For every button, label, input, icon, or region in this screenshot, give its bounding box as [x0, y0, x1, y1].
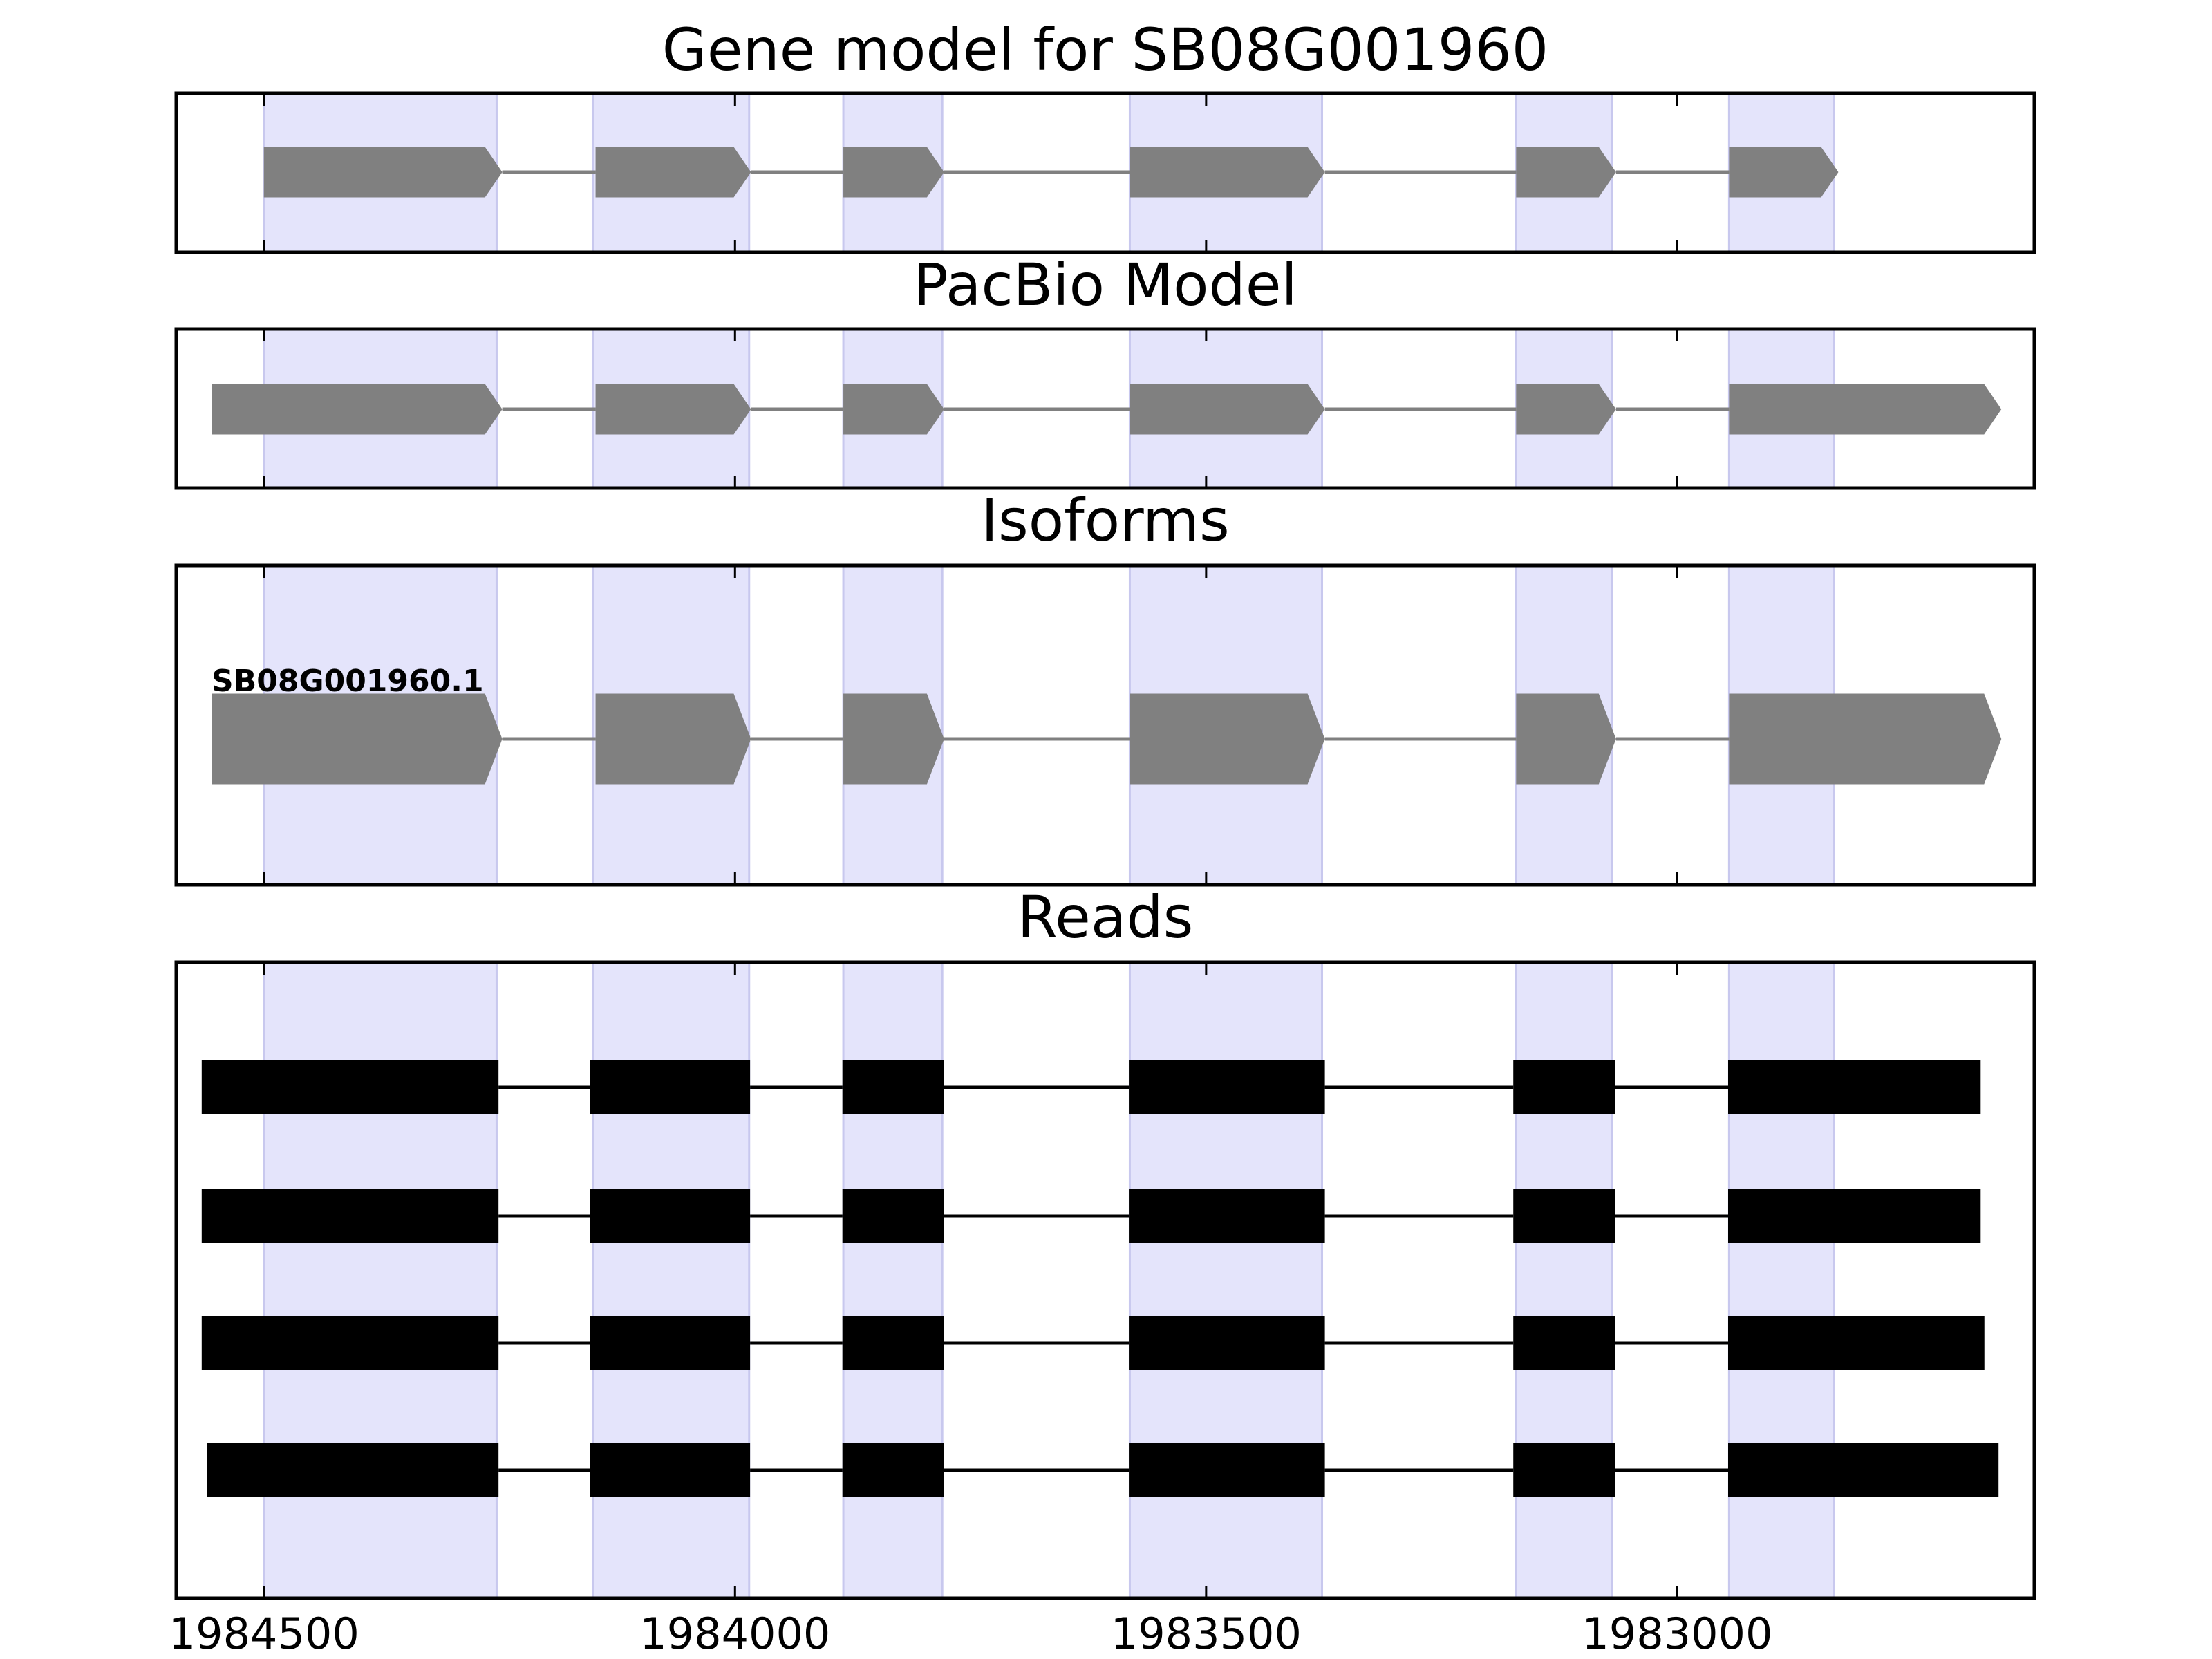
exon — [1729, 147, 1839, 198]
exon — [1130, 147, 1325, 198]
exon — [843, 693, 944, 785]
panel-frame — [174, 327, 2036, 490]
read-block — [1513, 1189, 1615, 1243]
read-block — [201, 1060, 499, 1114]
exon — [1130, 693, 1325, 785]
read-block — [1513, 1060, 1615, 1114]
panel-title: PacBio Model — [913, 251, 1297, 319]
exon-highlight — [1515, 961, 1613, 1600]
exon-highlight — [263, 961, 498, 1600]
exon — [595, 147, 751, 198]
read-block — [590, 1443, 751, 1497]
exon — [1130, 384, 1325, 435]
x-tick-label: 1984000 — [639, 1609, 830, 1659]
exon-highlight — [1727, 961, 1835, 1600]
isoform-label: SB08G001960.1 — [212, 664, 484, 699]
panel-frame — [174, 563, 2036, 887]
exon — [212, 384, 503, 435]
panel-title: Reads — [1018, 883, 1194, 951]
read-block — [842, 1443, 944, 1497]
panel-title: Gene model for SB08G001960 — [662, 16, 1548, 84]
read-block — [1727, 1316, 1985, 1370]
panel-frame — [174, 91, 2036, 254]
x-tick-label: 1983500 — [1111, 1609, 1302, 1659]
read-block — [201, 1316, 499, 1370]
read-block — [1129, 1060, 1325, 1114]
exon — [1516, 693, 1616, 785]
exon — [1729, 693, 2002, 785]
read-block — [590, 1189, 751, 1243]
read-block — [1129, 1316, 1325, 1370]
read-block — [1129, 1443, 1325, 1497]
read-block — [842, 1189, 944, 1243]
exon — [1516, 384, 1616, 435]
read-block — [590, 1060, 751, 1114]
exon — [1516, 147, 1616, 198]
read-block — [842, 1316, 944, 1370]
read-block — [1129, 1189, 1325, 1243]
x-tick-label: 1983000 — [1582, 1609, 1772, 1659]
exon — [1729, 384, 2002, 435]
exon-highlight — [1128, 961, 1324, 1600]
x-tick-label: 1984500 — [169, 1609, 359, 1659]
read-block — [207, 1443, 499, 1497]
exon — [843, 147, 944, 198]
exon — [595, 693, 751, 785]
read-block — [590, 1316, 751, 1370]
exon — [595, 384, 751, 435]
read-block — [1727, 1443, 1999, 1497]
exon — [843, 384, 944, 435]
exon — [263, 147, 503, 198]
read-block — [842, 1060, 944, 1114]
read-block — [201, 1189, 499, 1243]
exon-highlight — [842, 961, 944, 1600]
panel-frame — [174, 960, 2036, 1600]
panel-title: Isoforms — [981, 487, 1230, 554]
read-block — [1727, 1060, 1981, 1114]
read-block — [1513, 1443, 1615, 1497]
read-block — [1513, 1316, 1615, 1370]
read-block — [1727, 1189, 1981, 1243]
exon — [212, 693, 503, 785]
exon-highlight — [591, 961, 751, 1600]
